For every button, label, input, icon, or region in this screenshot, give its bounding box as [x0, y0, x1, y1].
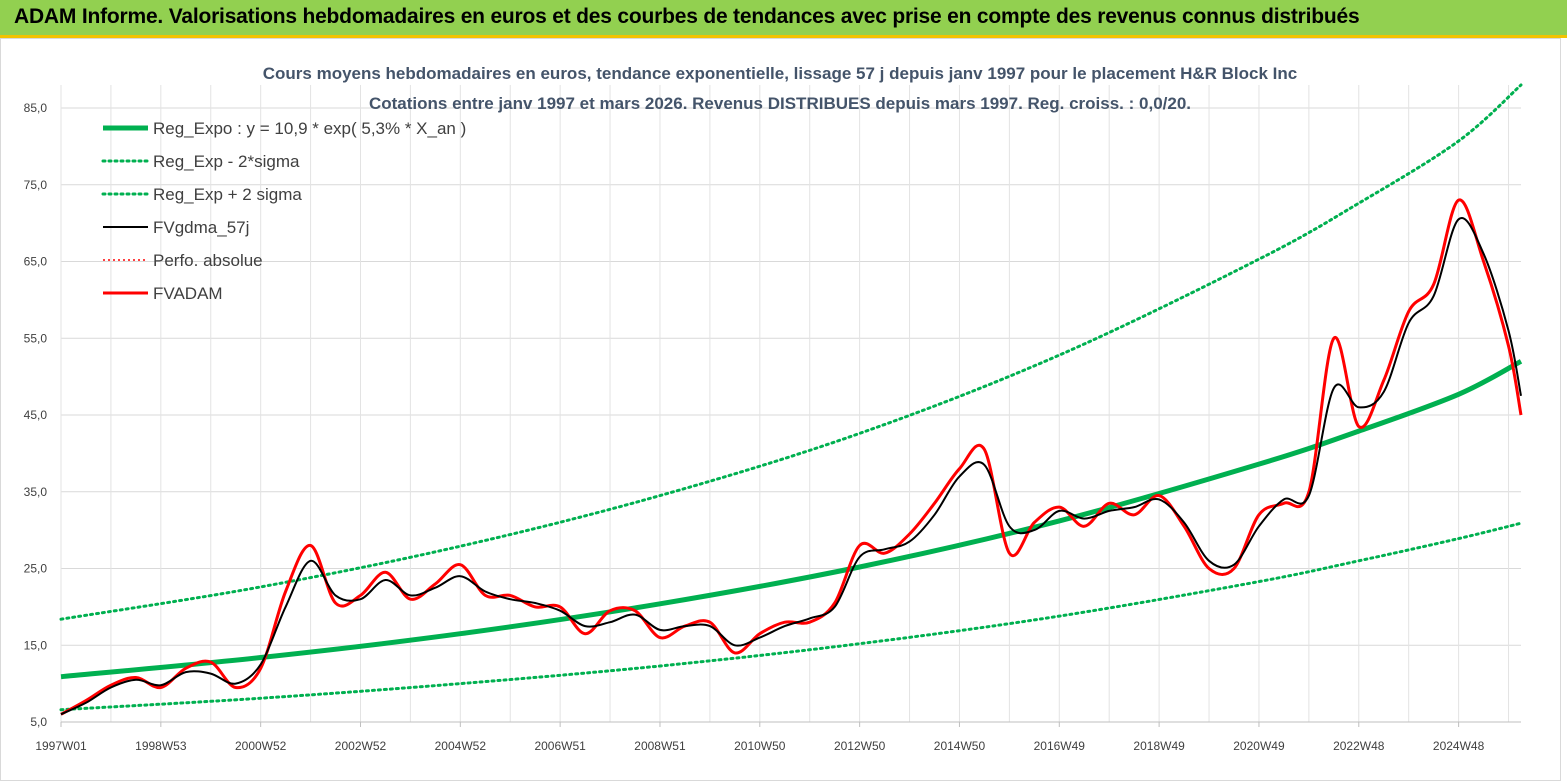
chart-title: Cours moyens hebdomadaires en euros, ten…	[263, 64, 1298, 83]
x-tick-label: 2006W51	[534, 739, 586, 753]
y-tick-label: 85,0	[24, 101, 48, 115]
legend-label-5: FVADAM	[153, 284, 223, 303]
x-tick-label: 2012W50	[834, 739, 886, 753]
y-tick-label: 55,0	[24, 331, 48, 345]
legend-label-4: Perfo. absolue	[153, 251, 263, 270]
x-tick-label: 2020W49	[1233, 739, 1285, 753]
x-tick-label: 2010W50	[734, 739, 786, 753]
x-tick-label: 2018W49	[1133, 739, 1185, 753]
report-banner: ADAM Informe. Valorisations hebdomadaire…	[0, 0, 1567, 38]
series-line-0	[60, 359, 1523, 680]
y-axis: 5,0 15,0 25,0 35,0 45,0 55,0 65,0 75,0 85,0	[24, 101, 48, 729]
legend-label-1: Reg_Exp - 2*sigma	[153, 152, 300, 171]
x-tick-label: 2014W50	[934, 739, 986, 753]
legend-label-3: FVgdma_57j	[153, 218, 249, 237]
y-tick-label: 5,0	[30, 715, 47, 729]
x-axis: 1997W01 1998W53 2000W52 2002W52 2004W52 2006W…	[35, 721, 1521, 753]
y-tick-label: 25,0	[24, 562, 48, 576]
chart-svg: 5,0 15,0 25,0 35,0 45,0 55,0 65,0 75,0 85,0 1997…	[0, 38, 1561, 781]
x-tick-label: 2004W52	[435, 739, 487, 753]
x-tick-label: 2002W52	[335, 739, 387, 753]
legend: Reg_Expo : y = 10,9 * exp( 5,3% * X_an )…	[101, 119, 466, 303]
chart-subtitle: Cotations entre janv 1997 et mars 2026. …	[369, 94, 1191, 113]
series-line-5	[60, 198, 1523, 716]
x-tick-label: 2016W49	[1034, 739, 1086, 753]
gridlines	[60, 85, 1521, 723]
report-title: ADAM Informe. Valorisations hebdomadaire…	[14, 5, 1360, 28]
y-tick-label: 75,0	[24, 178, 48, 192]
series-line-3	[60, 217, 1522, 716]
x-tick-label: 2000W52	[235, 739, 287, 753]
chart-frame	[0, 38, 1561, 781]
series-line-1	[59, 521, 1523, 712]
x-tick-label: 2024W48	[1433, 739, 1485, 753]
legend-label-0: Reg_Expo : y = 10,9 * exp( 5,3% * X_an )	[153, 119, 466, 138]
series-line-2	[59, 83, 1523, 621]
x-tick-label: 2022W48	[1333, 739, 1385, 753]
x-tick-label: 1997W01	[35, 739, 87, 753]
y-tick-label: 15,0	[24, 638, 48, 652]
x-tick-label: 1998W53	[135, 739, 187, 753]
x-tick-label: 2008W51	[634, 739, 686, 753]
series-layer	[59, 83, 1523, 716]
y-tick-label: 65,0	[24, 255, 48, 269]
chart-area: 5,0 15,0 25,0 35,0 45,0 55,0 65,0 75,0 85,0 1997…	[0, 38, 1567, 783]
y-tick-label: 45,0	[24, 408, 48, 422]
legend-label-2: Reg_Exp + 2 sigma	[153, 185, 302, 204]
y-tick-label: 35,0	[24, 485, 48, 499]
